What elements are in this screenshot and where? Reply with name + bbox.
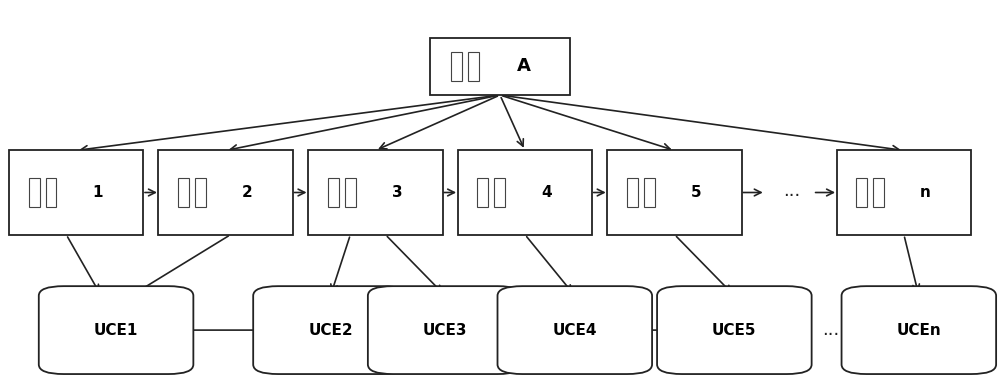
Text: 4: 4: [541, 185, 552, 200]
FancyBboxPatch shape: [345, 178, 356, 207]
FancyBboxPatch shape: [627, 178, 638, 207]
Text: ...: ...: [784, 182, 801, 199]
FancyBboxPatch shape: [607, 151, 742, 234]
Text: UCE1: UCE1: [94, 323, 138, 338]
FancyBboxPatch shape: [837, 151, 971, 234]
FancyBboxPatch shape: [158, 151, 293, 234]
Text: ...: ...: [822, 321, 840, 339]
Text: UCE4: UCE4: [553, 323, 597, 338]
FancyBboxPatch shape: [195, 178, 206, 207]
FancyBboxPatch shape: [468, 52, 479, 81]
FancyBboxPatch shape: [873, 178, 884, 207]
FancyBboxPatch shape: [451, 52, 462, 81]
Text: UCEn: UCEn: [896, 323, 941, 338]
FancyBboxPatch shape: [856, 178, 867, 207]
FancyBboxPatch shape: [498, 286, 652, 374]
Text: 5: 5: [691, 185, 701, 200]
FancyBboxPatch shape: [657, 286, 812, 374]
Text: UCE2: UCE2: [308, 323, 353, 338]
FancyBboxPatch shape: [308, 151, 443, 234]
FancyBboxPatch shape: [328, 178, 339, 207]
FancyBboxPatch shape: [494, 178, 505, 207]
FancyBboxPatch shape: [430, 38, 570, 95]
FancyBboxPatch shape: [29, 178, 40, 207]
Text: n: n: [920, 185, 931, 200]
Text: 1: 1: [92, 185, 103, 200]
FancyBboxPatch shape: [39, 286, 193, 374]
FancyBboxPatch shape: [842, 286, 996, 374]
Text: 2: 2: [242, 185, 253, 200]
FancyBboxPatch shape: [644, 178, 655, 207]
FancyBboxPatch shape: [458, 151, 592, 234]
Text: A: A: [517, 57, 531, 75]
FancyBboxPatch shape: [46, 178, 56, 207]
FancyBboxPatch shape: [9, 151, 143, 234]
Text: 3: 3: [392, 185, 402, 200]
FancyBboxPatch shape: [368, 286, 522, 374]
Text: UCE5: UCE5: [712, 323, 757, 338]
FancyBboxPatch shape: [477, 178, 488, 207]
FancyBboxPatch shape: [178, 178, 189, 207]
FancyBboxPatch shape: [253, 286, 408, 374]
Text: UCE3: UCE3: [423, 323, 467, 338]
